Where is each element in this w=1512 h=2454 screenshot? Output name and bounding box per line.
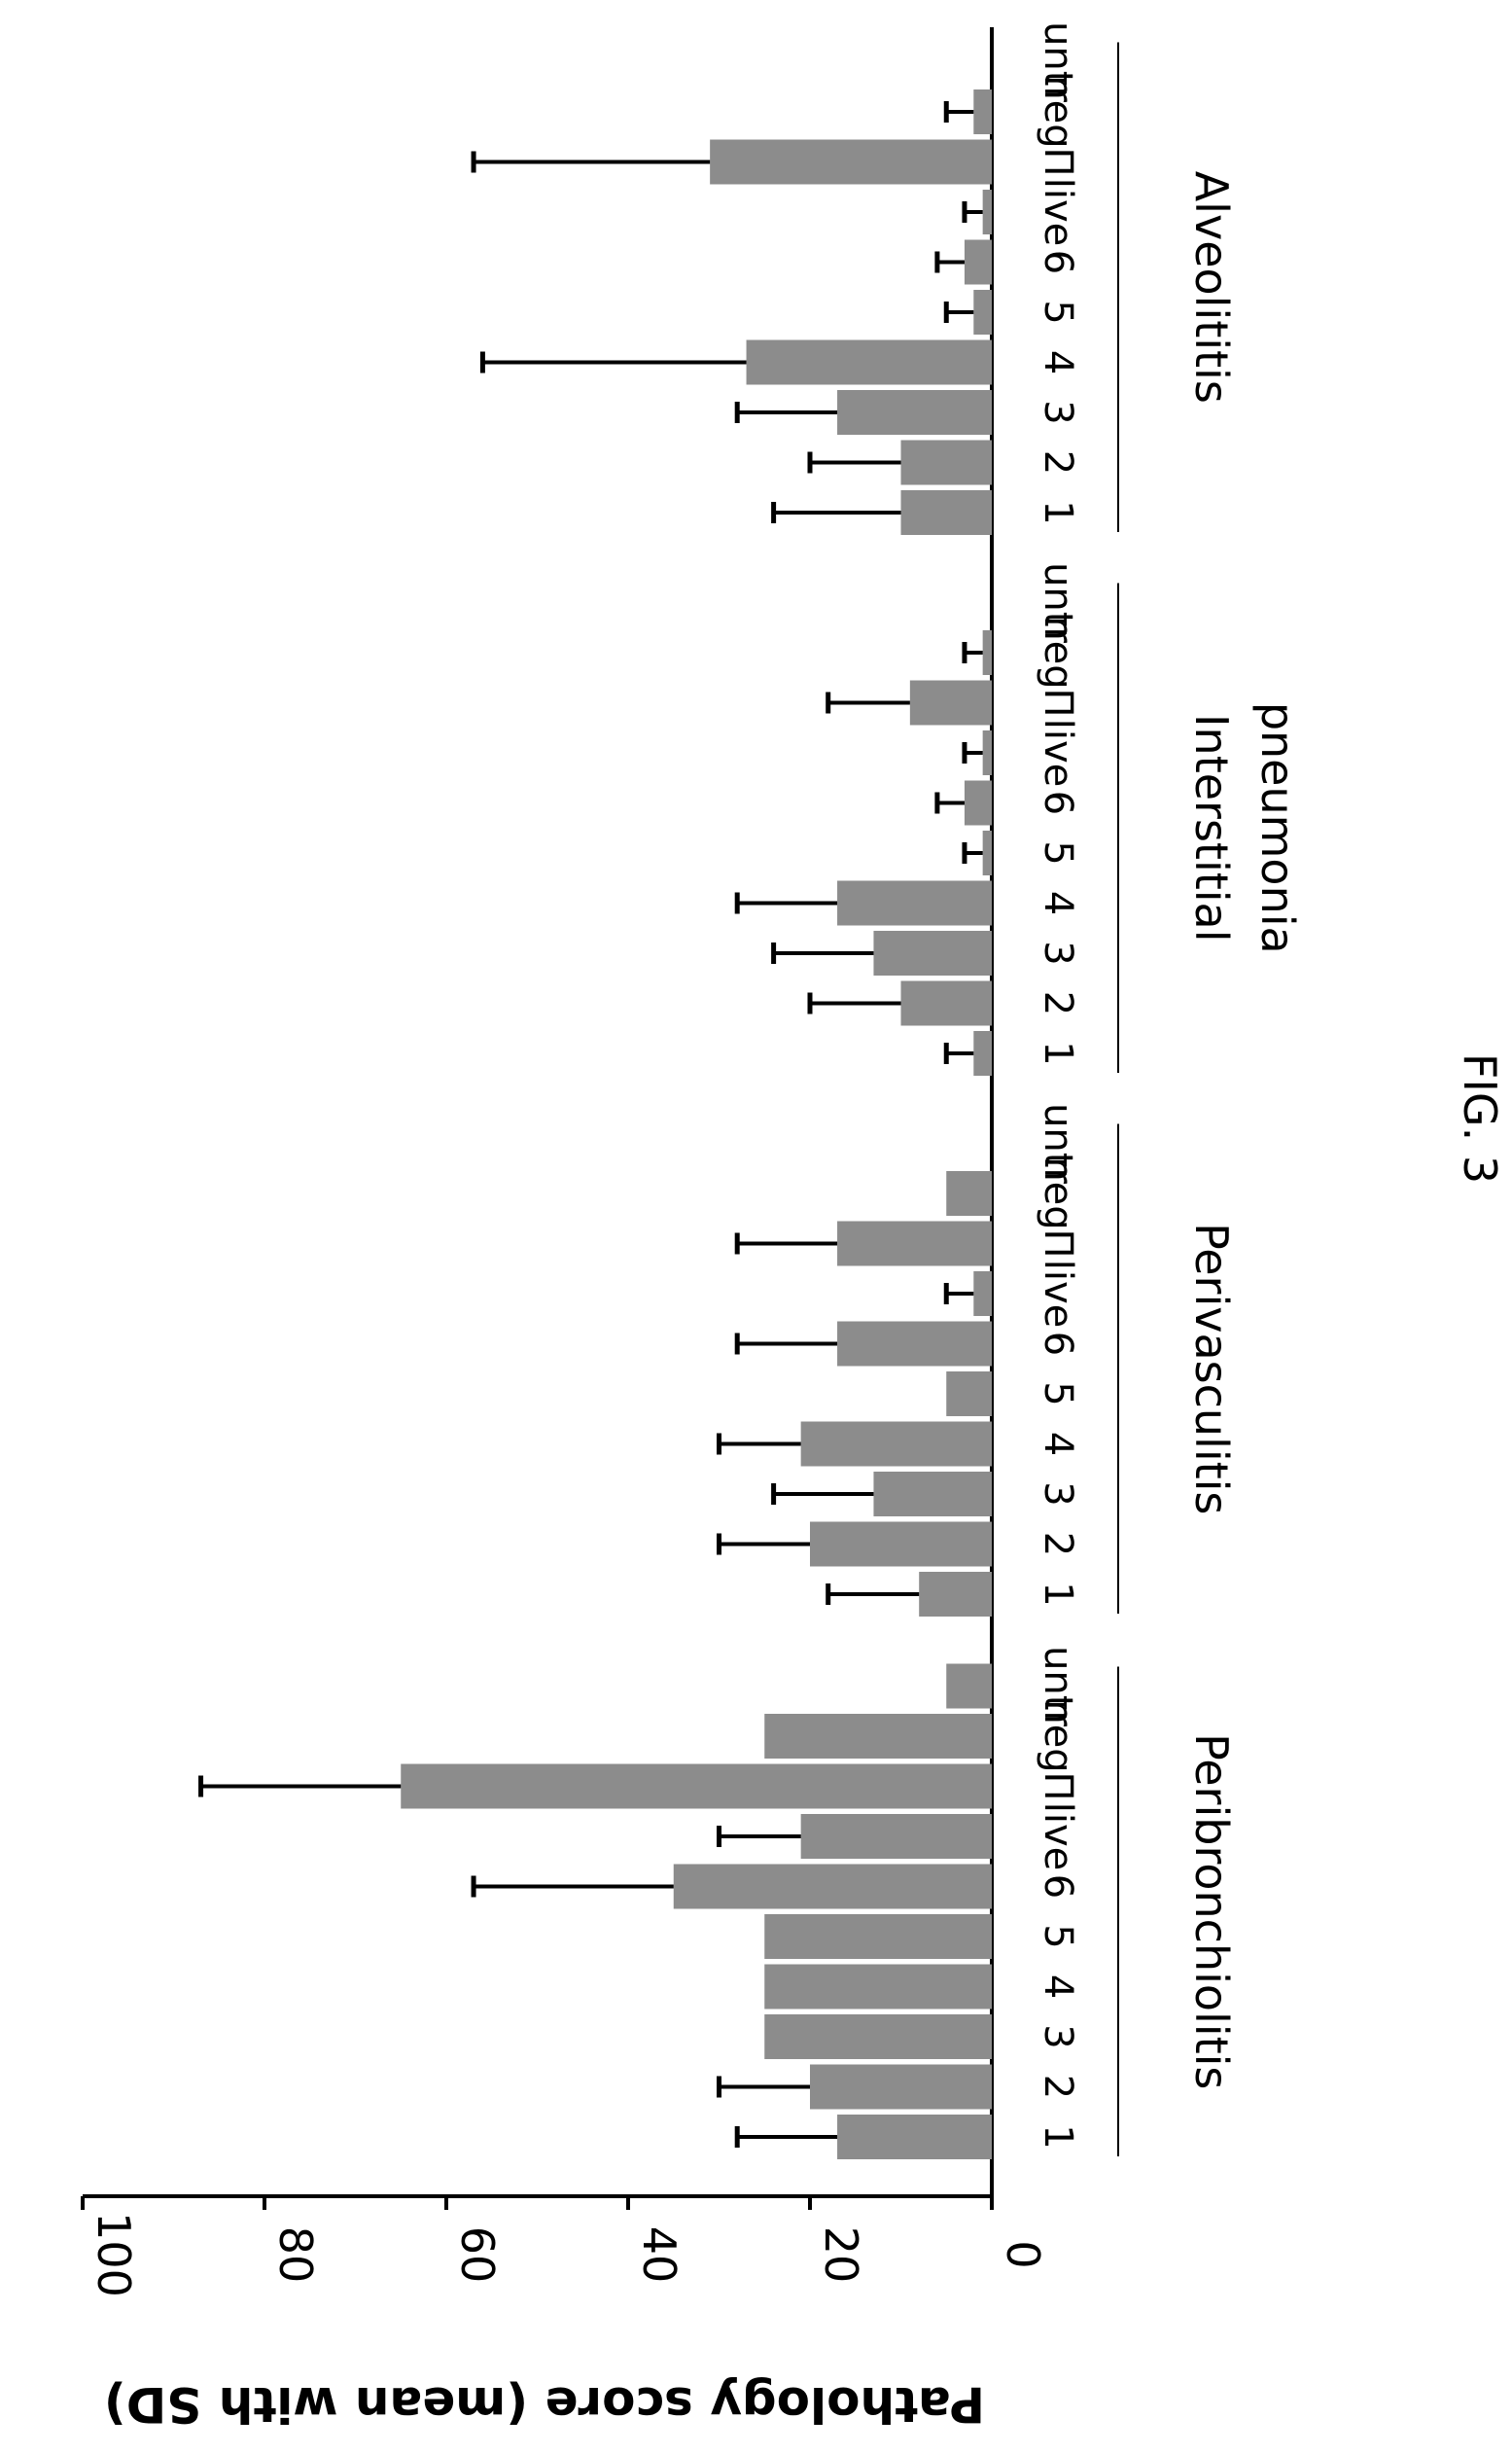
bar (810, 1521, 992, 1567)
category-label: live (1036, 178, 1080, 247)
category-label: 1 (1036, 1582, 1080, 1606)
category-label: neg (1036, 1156, 1080, 1229)
value-tick-label: 0 (997, 2240, 1049, 2268)
bar (973, 89, 992, 134)
bar (837, 880, 992, 926)
category-label: 4 (1036, 891, 1080, 915)
category-label: untr (1036, 1646, 1080, 1726)
category-label: 1 (1036, 2124, 1080, 2149)
category-label: untr (1036, 1103, 1080, 1184)
category-label: 4 (1036, 350, 1080, 374)
bar (964, 239, 992, 285)
bar (982, 831, 992, 875)
group-labels: Peribronchiolitis Perivasculitis Interstit… (1117, 42, 1304, 2156)
category-label: 4 (1036, 1974, 1080, 1999)
category-label: 2 (1036, 1532, 1080, 1556)
category-label: 6 (1036, 1332, 1080, 1356)
category-label: 1 (1036, 1041, 1080, 1065)
value-axis-title: Pathology score (mean with SD) (104, 2376, 985, 2433)
bar (973, 290, 992, 335)
figure-label: FIG. 3 (1454, 1053, 1506, 1184)
category-label: 3 (1036, 1481, 1080, 1506)
bar (800, 1814, 992, 1859)
bar (946, 1171, 992, 1216)
value-tick-label: 40 (633, 2226, 686, 2284)
bar (900, 980, 992, 1026)
category-label: 2 (1036, 991, 1080, 1015)
group-label: Alveolititis (1185, 171, 1238, 404)
value-tick-label: 100 (88, 2212, 140, 2297)
value-tick-label: 60 (451, 2226, 504, 2284)
bar (873, 931, 992, 976)
value-tick-label: 80 (269, 2226, 322, 2284)
category-label: untr (1036, 21, 1080, 102)
bar (946, 1371, 992, 1416)
category-label: 6 (1036, 1874, 1080, 1899)
bar (837, 390, 992, 435)
bar (764, 1914, 992, 1959)
category-label: Π (1036, 688, 1080, 717)
category-label: 5 (1036, 1924, 1080, 1948)
bar (764, 1964, 992, 2009)
category-label: 5 (1036, 300, 1080, 324)
bar (900, 490, 992, 535)
category-label: Π (1036, 1228, 1080, 1258)
category-label: 3 (1036, 400, 1080, 424)
category-label: 5 (1036, 840, 1080, 865)
bar (837, 2115, 992, 2159)
group-label: Perivasculitis (1185, 1223, 1238, 1514)
bar (982, 730, 992, 775)
bar (764, 1714, 992, 1759)
bar (982, 630, 992, 675)
bar (919, 1572, 992, 1617)
category-label: 6 (1036, 250, 1080, 274)
bar (810, 2064, 992, 2110)
category-label: 2 (1036, 450, 1080, 475)
bar (973, 1031, 992, 1076)
category-label: 2 (1036, 2075, 1080, 2099)
bar (764, 2014, 992, 2059)
bar (973, 1271, 992, 1316)
category-labels: 123456liveΠneguntr123456liveΠneguntr1234… (1036, 21, 1080, 2150)
category-label: 5 (1036, 1381, 1080, 1405)
category-label: neg (1036, 1699, 1080, 1772)
bar (982, 190, 992, 234)
category-label: 3 (1036, 2024, 1080, 2048)
category-label: 4 (1036, 1432, 1080, 1456)
category-label: neg (1036, 75, 1080, 148)
category-label: Π (1036, 147, 1080, 176)
category-label: 1 (1036, 500, 1080, 524)
bar (946, 1663, 992, 1709)
group-label: Peribronchiolitis (1185, 1733, 1238, 2089)
bar (837, 1321, 992, 1367)
bar (900, 440, 992, 485)
error-bar-marks (198, 101, 983, 2148)
category-label: 6 (1036, 791, 1080, 815)
category-label: 3 (1036, 941, 1080, 965)
bar (710, 139, 992, 185)
category-label: live (1036, 1260, 1080, 1329)
bar (673, 1864, 992, 1909)
bar (964, 780, 992, 826)
bar (909, 680, 992, 726)
bar (746, 339, 992, 385)
bar-marks (401, 89, 992, 2159)
value-axis: 0 20 40 60 80 100 (81, 27, 1049, 2297)
category-label: live (1036, 1802, 1080, 1871)
bar (873, 1472, 992, 1516)
category-label: untr (1036, 562, 1080, 643)
bar (401, 1763, 992, 1809)
group-label: Interstitial pneumonia (1185, 702, 1304, 954)
value-tick-label: 20 (815, 2226, 867, 2284)
category-label: neg (1036, 616, 1080, 689)
bar (800, 1421, 992, 1467)
category-label: Π (1036, 1771, 1080, 1800)
category-label: live (1036, 719, 1080, 788)
bar (837, 1221, 992, 1266)
